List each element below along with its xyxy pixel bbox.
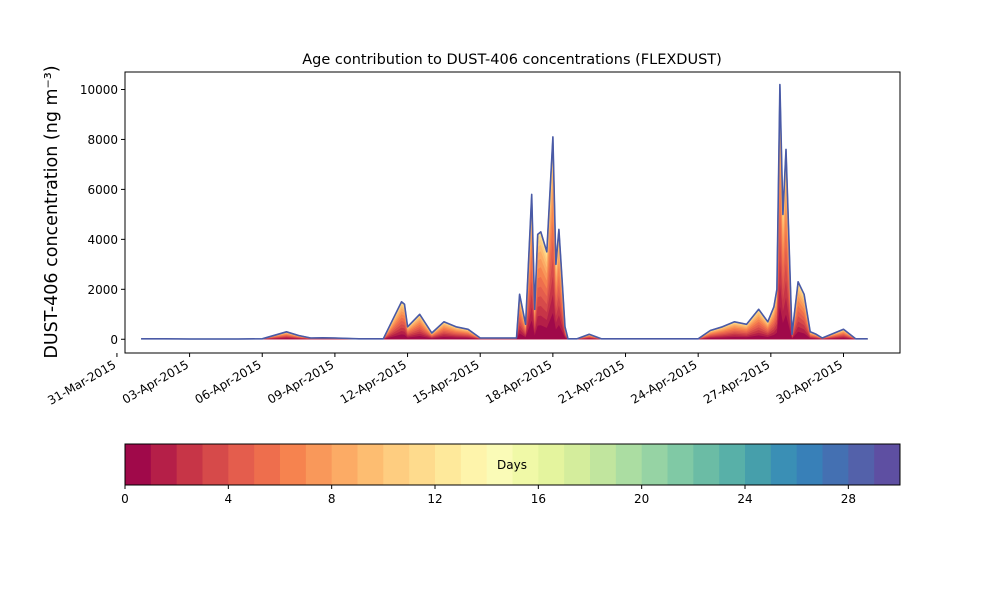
total-line-light [141, 83, 868, 340]
x-tick-label: 31-Mar-2015 [45, 357, 118, 407]
colorbar-tick-label: 4 [225, 492, 233, 506]
x-tick-label: 18-Apr-2015 [483, 357, 554, 406]
age-layer [141, 260, 868, 340]
colorbar-tick-label: 16 [531, 492, 546, 506]
y-tick-label: 0 [110, 333, 118, 347]
colorbar-swatch [176, 444, 203, 485]
colorbar-swatch [719, 444, 746, 485]
colorbar-frame [124, 443, 901, 486]
colorbar-swatch [280, 444, 307, 485]
colorbar-swatch [357, 444, 384, 485]
y-axis-ticks: 0 2000 4000 6000 8000 10000 [80, 83, 125, 347]
y-tick-label: 4000 [87, 233, 118, 247]
colorbar-swatch [125, 444, 152, 485]
colorbar-tick-label: 24 [737, 492, 752, 506]
colorbar-swatch [486, 444, 513, 485]
age-layer [141, 306, 868, 340]
plot-frame [124, 71, 901, 354]
x-tick-label: 15-Apr-2015 [410, 357, 481, 406]
age-layer [141, 102, 868, 340]
colorbar-swatch [822, 444, 849, 485]
age-contribution-areas [141, 84, 868, 340]
colorbar-swatch [693, 444, 720, 485]
colorbar-tick-label: 12 [427, 492, 442, 506]
colorbar-swatch [150, 444, 178, 485]
colorbar-tick-label: 28 [841, 492, 856, 506]
colorbar-swatch [745, 444, 772, 485]
age-layer [141, 237, 868, 340]
colorbar-tick-label: 0 [121, 492, 129, 506]
colorbar-swatch [512, 444, 539, 485]
y-tick-label: 8000 [87, 133, 118, 147]
colorbar-swatch [770, 444, 798, 485]
x-tick-label: 24-Apr-2015 [628, 357, 699, 406]
colorbar-swatch [435, 444, 462, 485]
colorbar-swatch [409, 444, 436, 485]
colorbar-label: Days [497, 458, 527, 472]
age-layer [141, 84, 868, 340]
x-tick-label: 12-Apr-2015 [338, 357, 409, 406]
age-layer [141, 283, 868, 340]
colorbar-tick-label: 20 [634, 492, 649, 506]
y-tick-label: 6000 [87, 183, 118, 197]
total-concentration-lines [141, 83, 868, 340]
colorbar-swatch [254, 444, 281, 485]
colorbar-swatch [460, 444, 488, 485]
age-layer [141, 92, 868, 340]
x-tick-label: 03-Apr-2015 [120, 357, 191, 406]
y-axis-label: DUST-406 concentration (ng m⁻³) [42, 65, 62, 358]
age-layer [141, 115, 868, 340]
age-colorbar [124, 443, 901, 486]
colorbar-swatch [641, 444, 668, 485]
total-line [141, 83, 868, 340]
y-tick-label: 10000 [80, 83, 118, 97]
colorbar-swatch [874, 444, 901, 485]
colorbar-swatch [202, 444, 229, 485]
colorbar-swatch [305, 444, 333, 485]
x-axis-ticks: 31-Mar-2015 03-Apr-2015 06-Apr-2015 09-Apr-… [45, 353, 845, 408]
y-tick-label: 2000 [87, 283, 118, 297]
x-tick-label: 27-Apr-2015 [701, 357, 772, 406]
chart-title: Age contribution to DUST-406 concentrati… [302, 52, 722, 68]
colorbar-swatch [538, 444, 565, 485]
age-layer [141, 130, 868, 340]
x-tick-label: 30-Apr-2015 [774, 357, 845, 406]
colorbar-swatch [796, 444, 823, 485]
colorbar-swatch [615, 444, 643, 485]
age-layer [141, 214, 868, 340]
colorbar-swatch [383, 444, 410, 485]
colorbar-swatch [848, 444, 875, 485]
x-tick-label: 09-Apr-2015 [265, 357, 336, 406]
colorbar-ticks: 0 4 8 12 16 20 24 28 [121, 485, 856, 506]
x-tick-label: 06-Apr-2015 [192, 357, 263, 406]
colorbar-swatch [228, 444, 255, 485]
colorbar-swatch [331, 444, 358, 485]
colorbar-swatch [564, 444, 591, 485]
colorbar-swatch [590, 444, 617, 485]
x-tick-label: 21-Apr-2015 [556, 357, 627, 406]
colorbar-tick-label: 8 [328, 492, 336, 506]
colorbar-swatch [667, 444, 694, 485]
